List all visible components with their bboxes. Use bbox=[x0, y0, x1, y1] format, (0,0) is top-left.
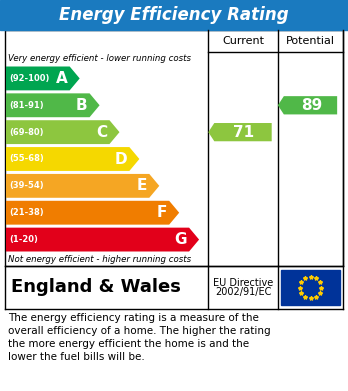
Polygon shape bbox=[6, 174, 159, 198]
Text: (69-80): (69-80) bbox=[9, 127, 44, 136]
Bar bbox=[5, 30, 343, 266]
Text: 2002/91/EC: 2002/91/EC bbox=[215, 287, 271, 298]
Text: overall efficiency of a home. The higher the rating: overall efficiency of a home. The higher… bbox=[8, 326, 271, 336]
Text: B: B bbox=[76, 98, 88, 113]
Text: Not energy efficient - higher running costs: Not energy efficient - higher running co… bbox=[8, 255, 191, 264]
Text: (81-91): (81-91) bbox=[9, 101, 44, 110]
Text: F: F bbox=[157, 205, 167, 220]
Text: (39-54): (39-54) bbox=[9, 181, 44, 190]
Text: C: C bbox=[96, 125, 108, 140]
Text: Current: Current bbox=[222, 36, 264, 46]
Bar bbox=[281, 270, 340, 305]
Text: 89: 89 bbox=[301, 98, 322, 113]
Polygon shape bbox=[6, 147, 140, 171]
Bar bbox=[0, 0, 348, 30]
Polygon shape bbox=[278, 96, 337, 115]
Text: England & Wales: England & Wales bbox=[11, 278, 181, 296]
Text: (1-20): (1-20) bbox=[9, 235, 38, 244]
Polygon shape bbox=[6, 120, 119, 144]
Polygon shape bbox=[208, 123, 272, 141]
Text: D: D bbox=[115, 151, 127, 167]
Text: lower the fuel bills will be.: lower the fuel bills will be. bbox=[8, 352, 145, 362]
Polygon shape bbox=[6, 93, 100, 117]
Text: 71: 71 bbox=[234, 125, 255, 140]
Polygon shape bbox=[6, 66, 80, 90]
Text: Energy Efficiency Rating: Energy Efficiency Rating bbox=[59, 6, 289, 24]
Text: Very energy efficient - lower running costs: Very energy efficient - lower running co… bbox=[8, 54, 191, 63]
Text: EU Directive: EU Directive bbox=[213, 278, 273, 287]
Polygon shape bbox=[6, 228, 199, 251]
Polygon shape bbox=[6, 201, 179, 225]
Text: the more energy efficient the home is and the: the more energy efficient the home is an… bbox=[8, 339, 249, 349]
Text: Potential: Potential bbox=[286, 36, 335, 46]
Text: G: G bbox=[175, 232, 187, 247]
Text: A: A bbox=[56, 71, 68, 86]
Text: (55-68): (55-68) bbox=[9, 154, 44, 163]
Text: (92-100): (92-100) bbox=[9, 74, 49, 83]
Text: The energy efficiency rating is a measure of the: The energy efficiency rating is a measur… bbox=[8, 313, 259, 323]
Text: (21-38): (21-38) bbox=[9, 208, 44, 217]
Text: E: E bbox=[137, 178, 147, 194]
